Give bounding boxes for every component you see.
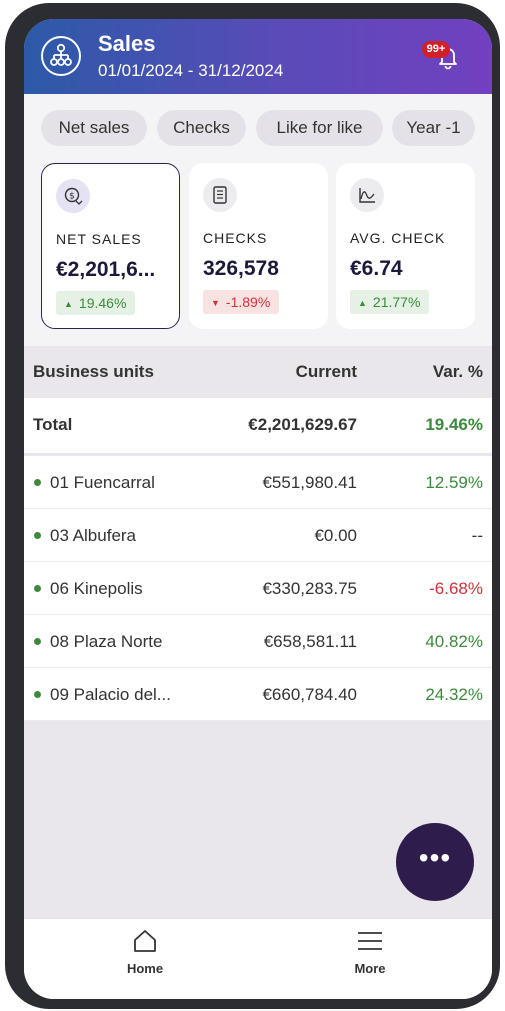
notification-badge: 99+: [422, 41, 450, 58]
kpi-card-net-sales[interactable]: $ NET SALES €2,201,6... ▲ 19.46%: [41, 163, 180, 329]
chip-year-minus-1[interactable]: Year -1: [392, 110, 475, 146]
row-var: 19.46%: [425, 415, 483, 434]
home-icon: [134, 930, 156, 952]
status-dot: [34, 691, 41, 698]
kpi-delta-value: 21.77%: [372, 294, 421, 310]
row-name: 03 Albufera: [50, 526, 137, 545]
kpi-label: CHECKS: [203, 230, 268, 246]
dollar-trend-icon: $: [56, 179, 90, 213]
nav-home-label: Home: [126, 961, 164, 976]
table-row[interactable]: 03 Albufera €0.00 --: [24, 509, 492, 562]
row-name: 08 Plaza Norte: [50, 632, 163, 651]
table-row[interactable]: 08 Plaza Norte €658,581.11 40.82%: [24, 615, 492, 668]
kpi-delta-badge: ▲ 21.77%: [350, 290, 430, 314]
app-screen: Sales 01/01/2024 - 31/12/2024 99+ Net sa…: [24, 19, 492, 999]
row-name: 01 Fuencarral: [50, 473, 155, 492]
row-var: --: [471, 526, 483, 545]
table-row-total[interactable]: Total €2,201,629.67 19.46%: [24, 398, 492, 453]
row-var: 40.82%: [425, 632, 483, 651]
kpi-value: €2,201,6...: [56, 258, 156, 281]
status-dot: [34, 532, 41, 539]
chart-curve-icon: [350, 178, 384, 212]
row-current: €658,581.11: [263, 632, 357, 651]
bottom-navigation: Home More: [24, 918, 492, 999]
row-name: Total: [33, 415, 73, 434]
row-name: 06 Kinepolis: [50, 579, 143, 598]
chip-like-for-like[interactable]: Like for like: [256, 110, 383, 146]
column-header-current[interactable]: Current: [295, 362, 357, 381]
row-var: 24.32%: [425, 685, 483, 704]
row-var: -6.68%: [429, 579, 483, 598]
chip-checks[interactable]: Checks: [157, 110, 246, 146]
kpi-label: NET SALES: [56, 231, 142, 247]
chip-net-sales[interactable]: Net sales: [41, 110, 147, 146]
row-current: €330,283.75: [262, 579, 357, 598]
kpi-card-avg-check[interactable]: AVG. CHECK €6.74 ▲ 21.77%: [336, 163, 475, 329]
arrow-down-icon: ▼: [211, 298, 220, 308]
status-dot: [34, 479, 41, 486]
kpi-value: €6.74: [350, 257, 403, 280]
page-title: Sales: [98, 31, 156, 56]
kpi-delta-badge: ▲ 19.46%: [56, 291, 136, 315]
arrow-up-icon: ▲: [64, 299, 73, 309]
svg-text:$: $: [69, 192, 75, 202]
kpi-delta-value: 19.46%: [78, 295, 127, 311]
more-actions-button[interactable]: •••: [396, 823, 474, 901]
status-dot: [34, 638, 41, 645]
kpi-value: 326,578: [203, 257, 279, 280]
table-row[interactable]: 09 Palacio del... €660,784.40 24.32%: [24, 668, 492, 721]
table-row[interactable]: 06 Kinepolis €330,283.75 -6.68%: [24, 562, 492, 615]
kpi-card-checks[interactable]: CHECKS 326,578 ▼ -1.89%: [189, 163, 328, 329]
status-dot: [34, 585, 41, 592]
row-current: €2,201,629.67: [248, 415, 357, 434]
column-header-business-units[interactable]: Business units: [33, 362, 154, 381]
receipt-icon: [203, 178, 237, 212]
kpi-label: AVG. CHECK: [350, 230, 446, 246]
kpi-delta-badge: ▼ -1.89%: [203, 290, 280, 314]
kpi-delta-value: -1.89%: [225, 294, 271, 310]
row-current: €660,784.40: [262, 685, 357, 704]
row-current: €551,980.41: [262, 473, 357, 492]
arrow-up-icon: ▲: [358, 298, 367, 308]
org-tree-logo-icon[interactable]: [41, 36, 81, 76]
device-frame: Sales 01/01/2024 - 31/12/2024 99+ Net sa…: [5, 3, 500, 1009]
row-var: 12.59%: [425, 473, 483, 492]
column-header-var[interactable]: Var. %: [432, 362, 483, 381]
nav-home[interactable]: Home: [85, 919, 205, 999]
filters-area: Net sales Checks Like for like Year -1 $…: [24, 94, 492, 362]
nav-more[interactable]: More: [310, 919, 430, 999]
table-header: Business units Current Var. %: [24, 346, 492, 398]
app-header: Sales 01/01/2024 - 31/12/2024 99+: [24, 19, 492, 94]
date-range[interactable]: 01/01/2024 - 31/12/2024: [98, 61, 284, 80]
row-name: 09 Palacio del...: [50, 685, 171, 704]
row-current: €0.00: [314, 526, 357, 545]
nav-more-label: More: [354, 961, 386, 976]
table-row[interactable]: 01 Fuencarral €551,980.41 12.59%: [24, 456, 492, 509]
menu-icon: [358, 932, 382, 950]
